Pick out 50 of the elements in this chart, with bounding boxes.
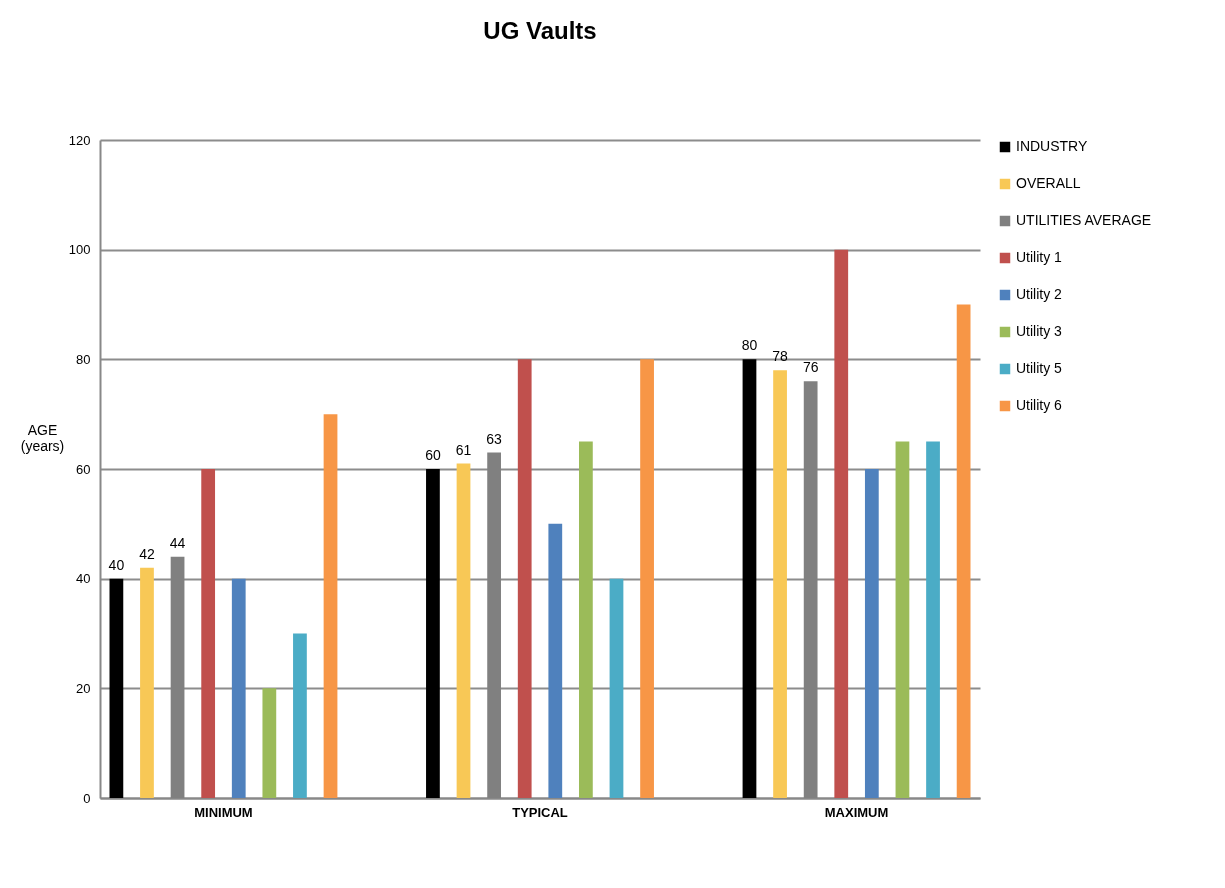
y-tick-label: 80 — [76, 351, 91, 367]
y-tick-label: 60 — [76, 461, 91, 477]
bar — [517, 359, 532, 798]
x-tick-label: MAXIMUM — [824, 804, 889, 820]
data-label: 60 — [425, 447, 441, 463]
bar — [926, 441, 940, 798]
legend-label: Utility 1 — [1016, 249, 1063, 265]
bar — [262, 688, 277, 798]
bar — [640, 359, 654, 798]
bar — [201, 469, 216, 798]
data-label: 78 — [772, 348, 789, 365]
legend-label: Utility 3 — [1016, 323, 1063, 339]
x-tick-label: MINIMUM — [194, 804, 253, 820]
y-tick-label: 120 — [68, 132, 91, 148]
bar — [323, 414, 338, 798]
bar — [579, 441, 593, 798]
y-tick-label: 100 — [68, 242, 91, 258]
bar — [293, 633, 307, 798]
legend-label: OVERALL — [1016, 175, 1081, 191]
x-tick-label: TYPICAL — [512, 804, 568, 820]
chart-title: UG Vaults — [483, 17, 597, 44]
bar — [742, 359, 757, 798]
legend-label: INDUSTRY — [1016, 138, 1088, 154]
bar — [609, 578, 624, 798]
bar — [773, 370, 787, 798]
data-label: 61 — [455, 441, 472, 458]
y-tick-label: 40 — [76, 571, 91, 587]
bar — [834, 249, 849, 798]
bar — [109, 578, 124, 798]
bar — [456, 463, 471, 798]
bar — [140, 567, 154, 798]
legend-label: Utility 5 — [1016, 360, 1063, 376]
data-label: 40 — [108, 556, 125, 573]
data-label: 80 — [741, 337, 758, 354]
bar — [864, 469, 879, 798]
bar — [548, 523, 563, 798]
data-label: 42 — [139, 545, 155, 562]
legend-label: UTILITIES AVERAGE — [1016, 212, 1152, 228]
data-label: 63 — [486, 430, 503, 447]
bar — [231, 578, 246, 798]
bar — [426, 469, 440, 798]
y-tick-label: 0 — [83, 790, 91, 806]
data-label: 76 — [802, 359, 819, 376]
y-tick-label: 20 — [76, 680, 91, 696]
bar — [956, 304, 971, 798]
legend-label: Utility 2 — [1016, 286, 1063, 302]
y-axis-title: AGE (years) — [20, 421, 65, 454]
legend-label: Utility 6 — [1016, 397, 1063, 413]
data-label: 44 — [169, 534, 186, 551]
bar — [895, 441, 910, 798]
